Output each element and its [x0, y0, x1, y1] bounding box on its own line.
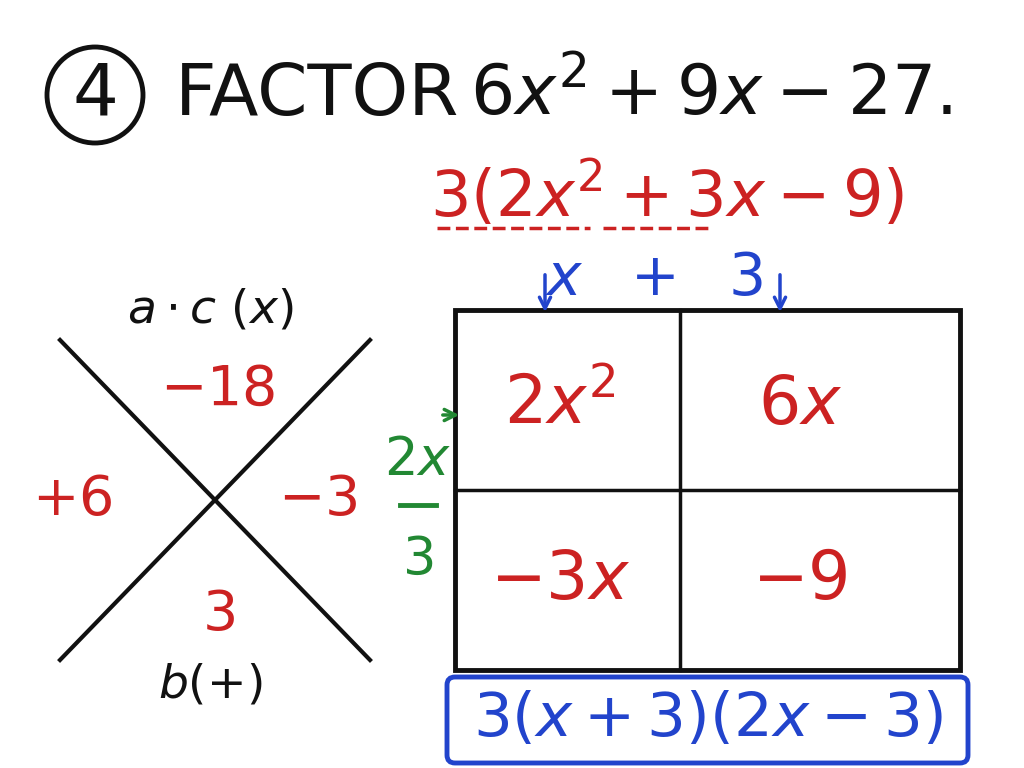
Text: $3(x+3)(2x-3)$: $3(x+3)(2x-3)$ [473, 690, 943, 750]
Text: $x\ \ +\ \ 3$: $x\ \ +\ \ 3$ [545, 250, 763, 306]
Text: $2x^2$: $2x^2$ [504, 372, 615, 438]
Text: 4: 4 [72, 61, 118, 130]
Text: $3$: $3$ [202, 588, 234, 642]
Text: $-3x$: $-3x$ [489, 547, 630, 613]
Text: $-3$: $-3$ [279, 473, 357, 527]
Text: $b(+)$: $b(+)$ [158, 663, 262, 707]
Bar [455, 310, 961, 670]
Text: $a \cdot c\ (x)$: $a \cdot c\ (x)$ [127, 287, 293, 333]
Text: $2x$: $2x$ [384, 434, 452, 486]
Text: $3(2x^2 + 3x - 9)$: $3(2x^2 + 3x - 9)$ [430, 160, 904, 230]
Text: $-18$: $-18$ [161, 363, 275, 417]
Text: FACTOR: FACTOR [175, 61, 460, 130]
Text: $6x$: $6x$ [758, 372, 842, 438]
Text: $-9$: $-9$ [753, 547, 848, 613]
Text: $3$: $3$ [402, 534, 433, 586]
Text: $+6$: $+6$ [32, 473, 113, 527]
Text: $6x^2 + 9x - 27.$: $6x^2 + 9x - 27.$ [470, 61, 952, 129]
